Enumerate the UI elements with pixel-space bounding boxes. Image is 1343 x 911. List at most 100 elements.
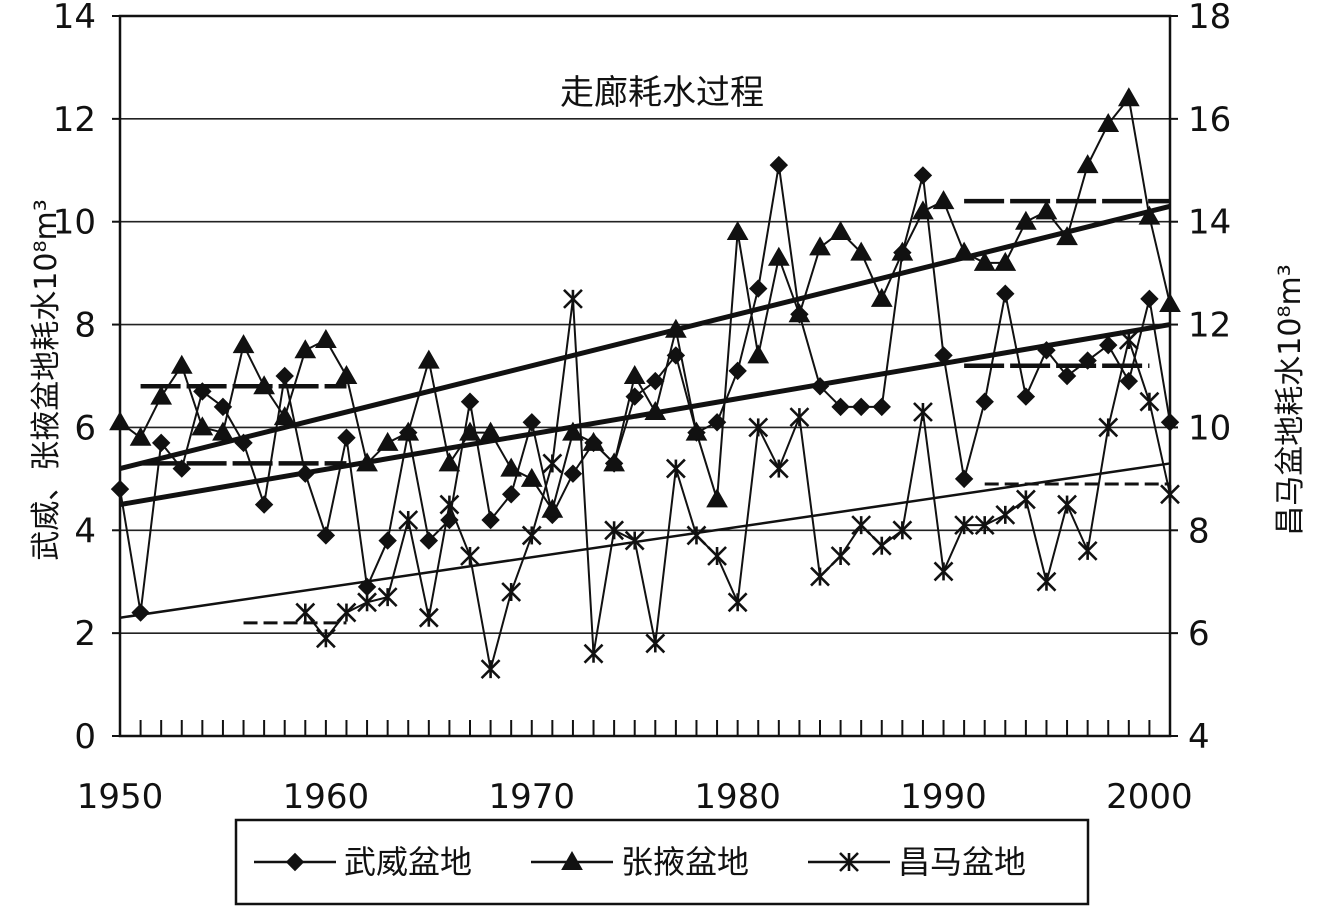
data-point-wuwei — [769, 155, 789, 175]
data-point-changma — [645, 633, 666, 654]
data-point-changma — [521, 525, 542, 546]
data-point-changma — [871, 535, 892, 556]
data-point-wuwei — [378, 531, 397, 550]
data-point-zhangye — [891, 241, 914, 261]
data-point-zhangye — [644, 400, 667, 420]
data-point-changma — [1118, 330, 1139, 350]
data-point-wuwei — [1140, 289, 1159, 309]
data-point-changma — [357, 592, 377, 613]
data-point-wuwei — [749, 279, 768, 298]
data-point-changma — [748, 417, 769, 438]
y-right-tick-label: 4 — [1188, 717, 1210, 757]
data-point-wuwei — [831, 397, 850, 417]
y-left-tick-label: 4 — [74, 511, 96, 551]
data-point-zhangye — [1138, 205, 1161, 225]
x-tick-label: 1990 — [900, 777, 987, 817]
data-point-zhangye — [335, 364, 358, 384]
data-point-changma — [954, 515, 975, 536]
y-left-tick-label: 0 — [74, 717, 96, 757]
data-point-changma — [295, 602, 316, 623]
data-point-changma — [707, 546, 727, 566]
data-point-zhangye — [294, 339, 317, 359]
y-right-tick-label: 16 — [1188, 100, 1231, 140]
data-point-zhangye — [376, 431, 399, 451]
data-point-zhangye — [397, 421, 420, 441]
data-point-zhangye — [788, 303, 811, 323]
data-point-wuwei — [1016, 387, 1036, 406]
data-point-zhangye — [726, 220, 749, 240]
data-point-wuwei — [851, 397, 871, 417]
data-point-zhangye — [582, 431, 605, 451]
data-point-changma — [542, 453, 563, 474]
data-point-changma — [727, 592, 748, 613]
data-point-changma — [974, 515, 995, 536]
data-point-zhangye — [603, 452, 625, 472]
data-point-wuwei — [975, 392, 994, 411]
data-point-zhangye — [191, 416, 214, 436]
legend-box — [234, 818, 1090, 906]
data-point-changma — [789, 407, 810, 428]
data-point-changma — [665, 458, 686, 479]
data-point-zhangye — [315, 328, 337, 348]
x-tick-label: 2000 — [1106, 777, 1193, 817]
data-point-wuwei — [296, 464, 315, 483]
data-point-changma — [336, 602, 357, 623]
data-point-wuwei — [501, 485, 521, 504]
y-left-tick-label: 14 — [53, 0, 96, 37]
data-point-wuwei — [481, 510, 500, 530]
y-right-tick-label: 8 — [1188, 511, 1210, 551]
data-point-zhangye — [706, 488, 728, 508]
data-point-zhangye — [953, 241, 975, 261]
data-point-wuwei — [1057, 366, 1077, 386]
legend-marker-zhangye — [561, 850, 583, 870]
data-point-zhangye — [1035, 200, 1058, 220]
data-point-zhangye — [1117, 87, 1140, 107]
y-left-tick-label: 10 — [53, 203, 96, 243]
data-point-wuwei — [996, 284, 1015, 303]
plot-area — [120, 16, 1170, 736]
data-point-zhangye — [232, 334, 255, 354]
y-left-tick-label: 8 — [74, 306, 96, 346]
data-point-wuwei — [254, 495, 274, 514]
data-point-changma — [315, 628, 336, 649]
data-point-zhangye — [1097, 112, 1120, 132]
chart-title: 走廊耗水过程 — [560, 73, 764, 113]
y-left-tick-label: 6 — [74, 408, 96, 448]
data-point-zhangye — [212, 421, 234, 441]
data-point-changma — [583, 643, 604, 664]
data-point-changma — [1077, 540, 1098, 561]
legend-label-wuwei: 武威盆地 — [344, 843, 472, 881]
data-point-wuwei — [234, 433, 253, 453]
data-point-wuwei — [193, 382, 212, 401]
y-right-tick-label: 12 — [1188, 306, 1231, 346]
trend-line — [119, 462, 1171, 619]
data-point-changma — [995, 504, 1016, 525]
data-point-zhangye — [520, 467, 543, 487]
legend-marker-changma — [839, 852, 859, 872]
data-point-wuwei — [934, 346, 953, 365]
data-point-zhangye — [459, 421, 481, 441]
data-point-zhangye — [623, 364, 646, 384]
data-point-zhangye — [253, 375, 275, 395]
data-point-changma — [686, 525, 707, 546]
x-tick-label: 1950 — [77, 777, 164, 817]
data-point-changma — [830, 546, 851, 566]
data-point-zhangye — [747, 344, 770, 364]
data-point-wuwei — [172, 459, 191, 478]
data-point-zhangye — [438, 452, 461, 472]
data-point-wuwei — [563, 464, 583, 483]
legend-marker-wuwei — [285, 852, 305, 872]
data-point-wuwei — [460, 392, 480, 411]
data-point-zhangye — [932, 190, 955, 210]
data-point-wuwei — [131, 603, 150, 622]
data-point-zhangye — [870, 287, 893, 307]
y-left-tick-label: 12 — [53, 100, 96, 140]
data-point-changma — [563, 288, 583, 309]
x-axis: 1950 1960 1970 1980 1990 2000 — [77, 720, 1193, 817]
data-point-wuwei — [151, 433, 171, 453]
data-point-wuwei — [316, 526, 336, 545]
series-group — [109, 87, 1181, 680]
data-point-wuwei — [522, 413, 541, 432]
plot-border — [118, 14, 1172, 738]
series-line-zhangye — [119, 95, 1171, 513]
